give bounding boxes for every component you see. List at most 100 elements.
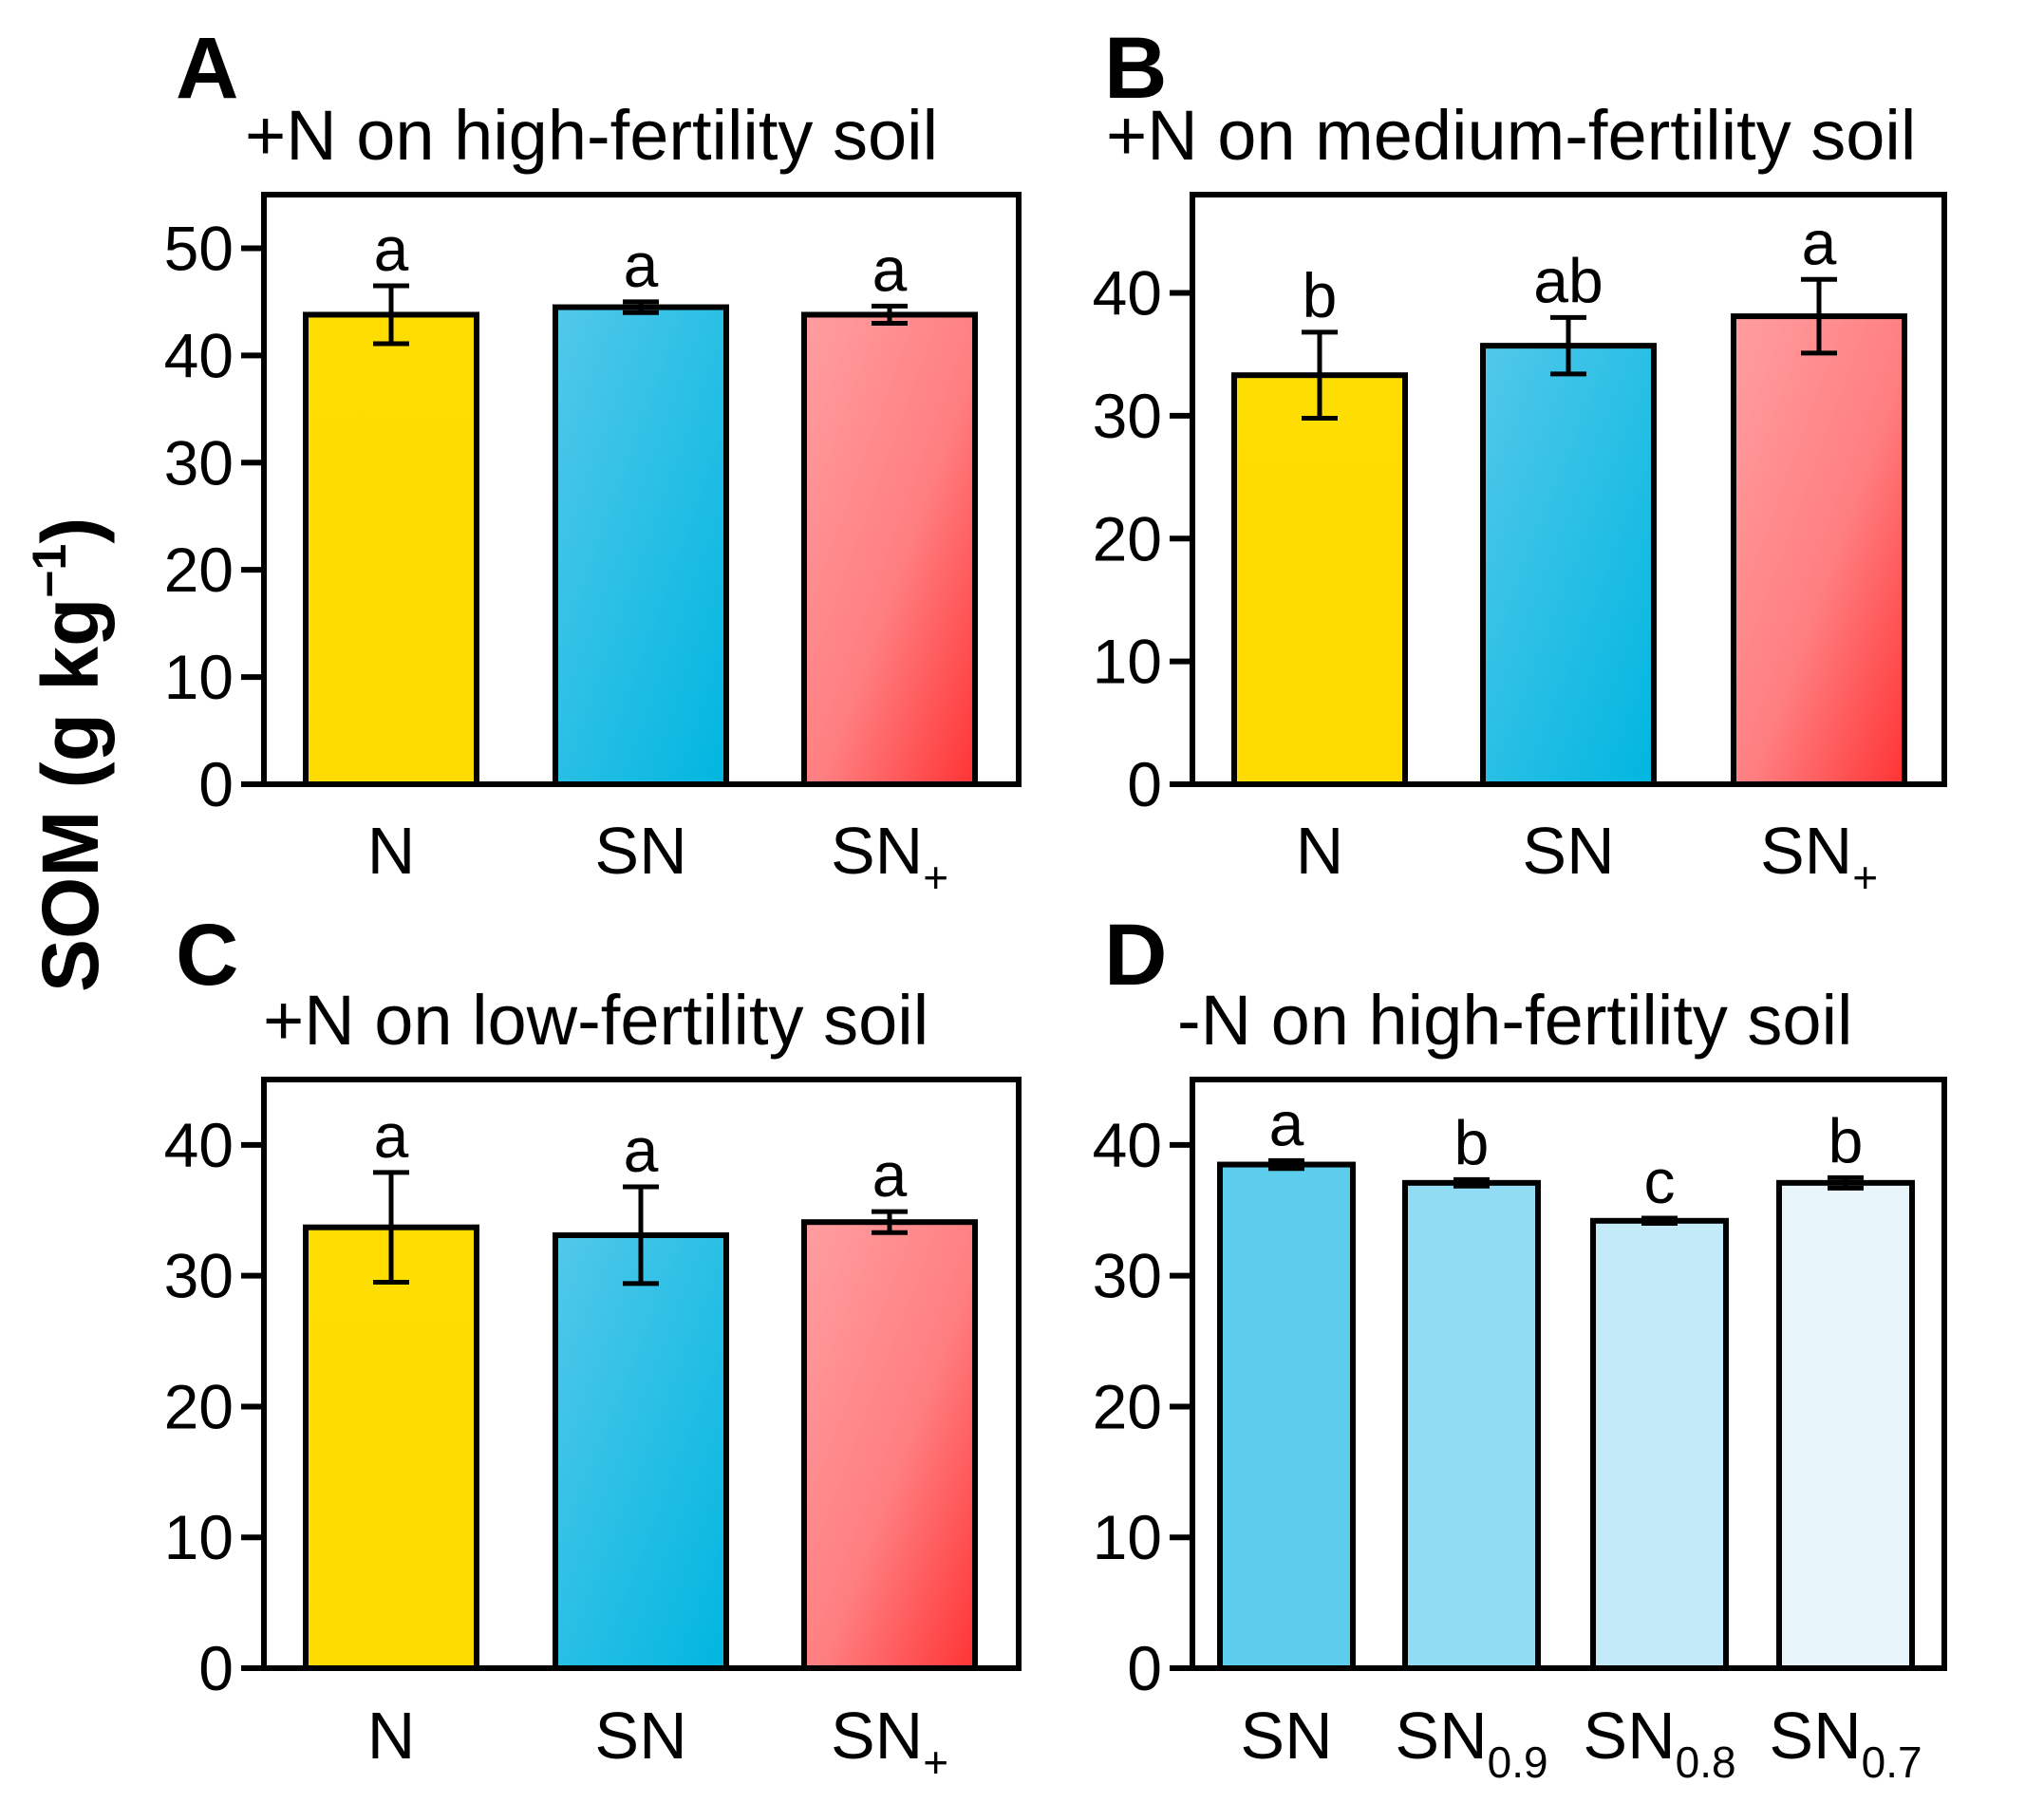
significance-label: a [624,1115,659,1185]
significance-label: a [872,234,908,304]
panel-letter: A [176,20,238,117]
y-tick-label: 10 [1093,627,1162,697]
category-label: SN0.8 [1583,1699,1735,1787]
y-tick-label: 50 [164,213,234,283]
y-tick-label: 30 [1093,381,1162,451]
y-tick-label: 40 [1093,1110,1162,1180]
y-tick-label: 0 [198,749,234,819]
plot-frame [261,192,1022,787]
bar [801,311,978,787]
y-tick-label: 30 [1093,1241,1162,1311]
error-bar [623,299,659,315]
error-bar [1550,314,1586,377]
panel-title: +N on medium-fertility soil [1106,96,1916,175]
panel-title: -N on high-fertility soil [1177,981,1852,1060]
y-tick-label: 20 [164,1371,234,1441]
category-label: N [367,814,416,888]
bar [1480,343,1657,787]
y-tick-label: 10 [164,642,234,712]
panel-b: B+N on medium-fertility soilbNabSNaSN+01… [1093,20,1947,902]
category-label: SN [1522,814,1614,888]
category-subscript: 0.8 [1676,1737,1736,1787]
panel-title: +N on low-fertility soil [263,981,928,1060]
y-tick-label: 0 [198,1633,234,1703]
panel-title: +N on high-fertility soil [245,96,938,175]
category-label: SN [1240,1699,1332,1773]
category-name: N [367,814,416,888]
panel-a: A+N on high-fertility soilaNaSNaSN+01020… [164,20,1022,902]
category-label: SN+ [831,1699,948,1787]
bar [801,1219,978,1671]
error-bar [1268,1157,1304,1172]
significance-label: a [1269,1088,1304,1158]
significance-label: a [1802,207,1837,277]
plot-frame [1190,1077,1947,1671]
error-bar [373,283,409,347]
y-tick-label: 0 [1127,1633,1162,1703]
bar [303,311,479,787]
error-bar [623,1184,659,1287]
significance-label: a [374,214,409,284]
category-name: SN [1760,814,1852,888]
error-bar [1801,276,1837,356]
significance-label: a [624,230,659,300]
category-name: SN [594,814,686,888]
y-tick-label: 30 [164,427,234,498]
error-bar [1453,1176,1490,1189]
bar [1231,372,1408,787]
category-label: SN+ [1760,814,1878,902]
y-tick-label: 40 [164,1110,234,1180]
bar [1731,313,1907,787]
error-bar [872,303,908,326]
category-name: SN [594,1699,686,1773]
significance-label: b [1828,1105,1864,1175]
bar [1402,1179,1541,1672]
category-label: SN0.7 [1769,1699,1922,1787]
y-tick-label: 20 [164,535,234,605]
y-tick-label: 0 [1127,749,1162,819]
bar [553,1231,729,1671]
significance-label: c [1644,1146,1676,1216]
error-bar [1641,1215,1678,1227]
plot-frame [1190,192,1947,787]
category-subscript: + [1852,853,1878,902]
bar [553,304,729,787]
bar [303,1224,479,1671]
category-name: SN [1240,1699,1332,1773]
category-name: SN [831,814,923,888]
category-subscript: + [923,1737,948,1787]
category-label: N [1296,814,1344,888]
category-name: SN [1395,1699,1487,1773]
significance-label: a [872,1139,908,1210]
error-bar [373,1170,409,1286]
category-name: SN [831,1699,923,1773]
category-name: SN [1769,1699,1861,1773]
significance-label: a [374,1100,409,1171]
panel-c: C+N on low-fertility soilaNaSNaSN+010203… [164,907,1022,1787]
y-tick-label: 20 [1093,1371,1162,1441]
significance-label: b [1303,260,1338,330]
category-name: N [1296,814,1344,888]
category-name: SN [1522,814,1614,888]
category-label: SN+ [831,814,948,902]
category-subscript: 0.7 [1862,1737,1922,1787]
panel-letter: D [1104,907,1167,1004]
bar [1217,1161,1356,1671]
category-subscript: + [923,853,948,902]
category-subscript: 0.9 [1488,1737,1548,1787]
y-axis-label: SOM (g kg−1) [23,517,115,992]
y-tick-label: 10 [1093,1502,1162,1572]
panel-d: D-N on high-fertility soilaSNbSN0.9cSN0.… [1093,907,1947,1787]
y-tick-label: 20 [1093,503,1162,573]
category-label: SN0.9 [1395,1699,1547,1787]
panel-letter: B [1104,20,1167,117]
category-label: SN [594,1699,686,1773]
plot-frame [261,1077,1022,1671]
category-label: N [367,1699,416,1773]
error-bar [1828,1174,1864,1191]
significance-label: b [1454,1107,1490,1177]
y-tick-label: 40 [164,320,234,390]
bar [1776,1179,1915,1672]
category-label: SN [594,814,686,888]
